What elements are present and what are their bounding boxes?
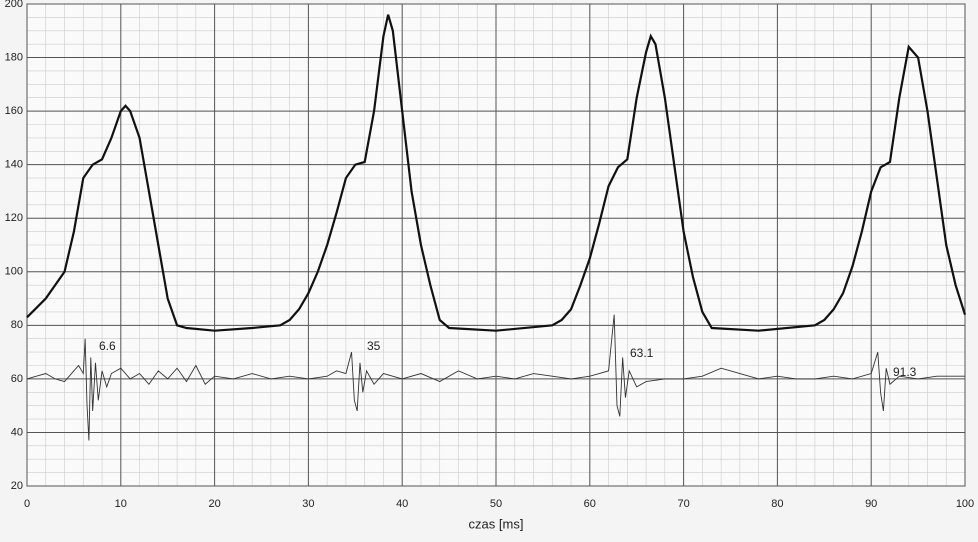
annotation: 6.6	[99, 339, 116, 353]
y-tick-label: 180	[5, 51, 23, 63]
annotation: 91.3	[893, 365, 917, 379]
x-tick-label: 50	[490, 498, 502, 510]
x-tick-label: 90	[865, 498, 877, 510]
x-axis-label: czas [ms]	[469, 516, 524, 531]
annotation: 35	[367, 339, 381, 353]
y-tick-label: 100	[5, 266, 23, 278]
y-tick-label: 20	[11, 480, 23, 492]
y-tick-label: 160	[5, 105, 23, 117]
y-tick-label: 200	[5, 0, 23, 10]
y-tick-label: 80	[11, 319, 23, 331]
x-tick-label: 40	[396, 498, 408, 510]
x-tick-label: 80	[771, 498, 783, 510]
series-line	[26, 314, 965, 441]
y-tick-label: 140	[5, 159, 23, 171]
y-tick-label: 40	[11, 426, 23, 438]
x-tick-label: 30	[302, 498, 314, 510]
x-tick-label: 60	[584, 498, 596, 510]
x-tick-label: 100	[956, 498, 974, 510]
x-tick-label: 10	[115, 498, 127, 510]
y-tick-label: 120	[5, 212, 23, 224]
x-tick-label: 20	[208, 498, 220, 510]
y-tick-label: 60	[11, 373, 23, 385]
x-tick-label: 0	[24, 498, 30, 510]
annotation: 63.1	[630, 346, 654, 360]
series-line	[26, 14, 967, 332]
x-tick-label: 70	[677, 498, 689, 510]
